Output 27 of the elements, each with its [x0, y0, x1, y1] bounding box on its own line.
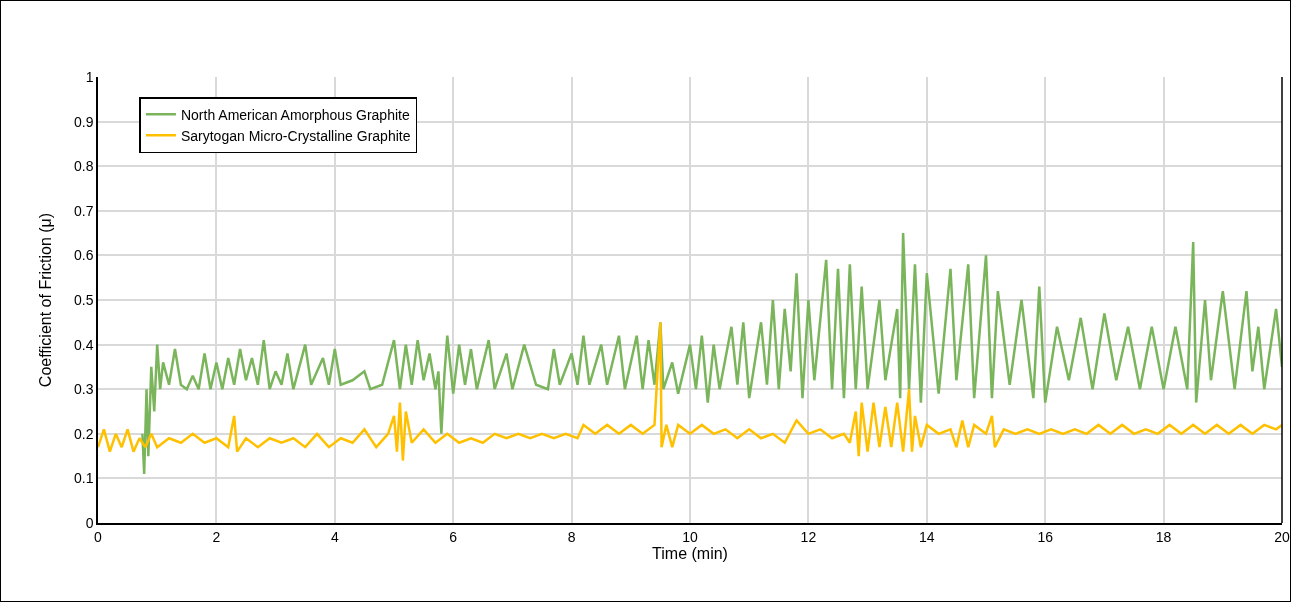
x-tick-label: 2: [212, 528, 221, 545]
x-tick-label: 10: [682, 528, 698, 545]
y-tick-label: 1: [85, 68, 94, 85]
legend-label: North American Amorphous Graphite: [180, 106, 410, 123]
x-tick-label: 12: [800, 528, 817, 545]
y-tick-label: 0.8: [73, 158, 94, 175]
y-tick-label: 0: [85, 514, 94, 531]
x-tick-label: 20: [1274, 528, 1290, 545]
line-series: [141, 231, 1282, 476]
y-tick-label: 0.5: [73, 291, 94, 308]
x-tick-label: 16: [1037, 528, 1054, 545]
y-tick-label: 0.4: [73, 336, 94, 353]
y-tick-label: 0.6: [73, 247, 94, 264]
x-tick-label: 6: [449, 528, 458, 545]
y-tick-label: 0.3: [73, 381, 94, 398]
y-tick-label: 0.9: [73, 113, 94, 130]
legend-label: Sarytogan Micro-Crystalline Graphite: [180, 127, 411, 144]
x-tick-label: 8: [567, 528, 576, 545]
x-tick-label: 18: [1155, 528, 1172, 545]
y-axis-title: Coefficient of Friction (μ): [37, 212, 55, 388]
y-tick-label: 0.7: [73, 202, 94, 219]
x-tick-label: 14: [919, 528, 935, 545]
y-tick-label: 0.1: [73, 470, 94, 487]
y-tick-label: 0.2: [73, 425, 94, 442]
line-series: [98, 321, 1282, 462]
x-axis-title: Time (min): [652, 544, 728, 562]
x-tick-label: 4: [330, 528, 339, 545]
